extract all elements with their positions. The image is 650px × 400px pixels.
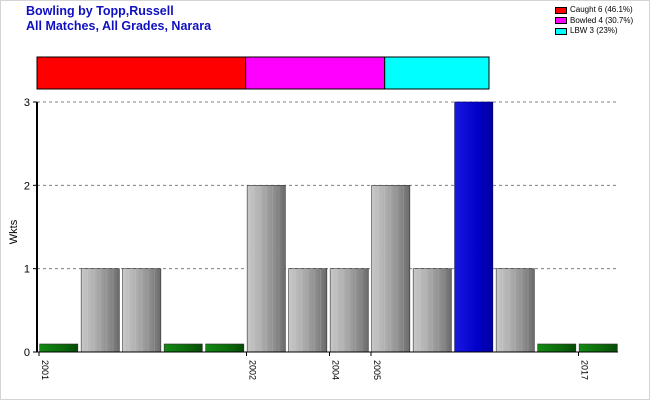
bar — [371, 185, 411, 353]
bar — [122, 268, 162, 353]
y-axis-label: Wkts — [8, 219, 20, 244]
y-tick-label: 1 — [24, 264, 30, 276]
bar — [288, 268, 328, 353]
dismissal-segment — [384, 56, 490, 90]
bar — [495, 268, 535, 353]
legend-label: Bowled 4 (30.7%) — [570, 15, 634, 25]
bar — [205, 343, 245, 353]
y-tick-label: 3 — [24, 97, 30, 109]
x-tick-label: 2001 — [40, 360, 50, 380]
bar — [163, 343, 203, 353]
legend-label: Caught 6 (46.1%) — [570, 5, 633, 15]
y-tick-label: 2 — [24, 180, 30, 192]
legend-swatch — [555, 6, 567, 14]
chart-title-line1: Bowling by Topp,Russell — [26, 4, 174, 18]
legend-item: Bowled 4 (30.7%) — [555, 16, 633, 27]
dismissal-segment — [36, 56, 247, 90]
bar — [329, 268, 369, 353]
legend-swatch — [555, 17, 567, 25]
dismissal-segment — [245, 56, 386, 90]
x-tick-label: 2017 — [580, 360, 590, 380]
chart-title: Bowling by Topp,Russell All Matches, All… — [26, 4, 211, 34]
bar — [454, 101, 494, 353]
bar — [578, 343, 618, 353]
legend-item: LBW 3 (23%) — [555, 26, 633, 37]
bar — [39, 343, 79, 353]
legend-swatch — [555, 27, 567, 35]
y-tick-label: 0 — [24, 347, 30, 359]
bar — [412, 268, 452, 353]
legend-item: Caught 6 (46.1%) — [555, 5, 633, 16]
chart-title-line2: All Matches, All Grades, Narara — [26, 19, 212, 33]
legend: Caught 6 (46.1%) Bowled 4 (30.7%) LBW 3 (2… — [555, 5, 633, 37]
x-tick-label: 2004 — [331, 360, 341, 380]
bar — [246, 185, 286, 353]
bar — [537, 343, 577, 353]
x-tick-label: 2002 — [248, 360, 258, 380]
legend-label: LBW 3 (23%) — [570, 26, 618, 36]
x-tick-label: 2005 — [372, 360, 382, 380]
bar — [80, 268, 120, 353]
